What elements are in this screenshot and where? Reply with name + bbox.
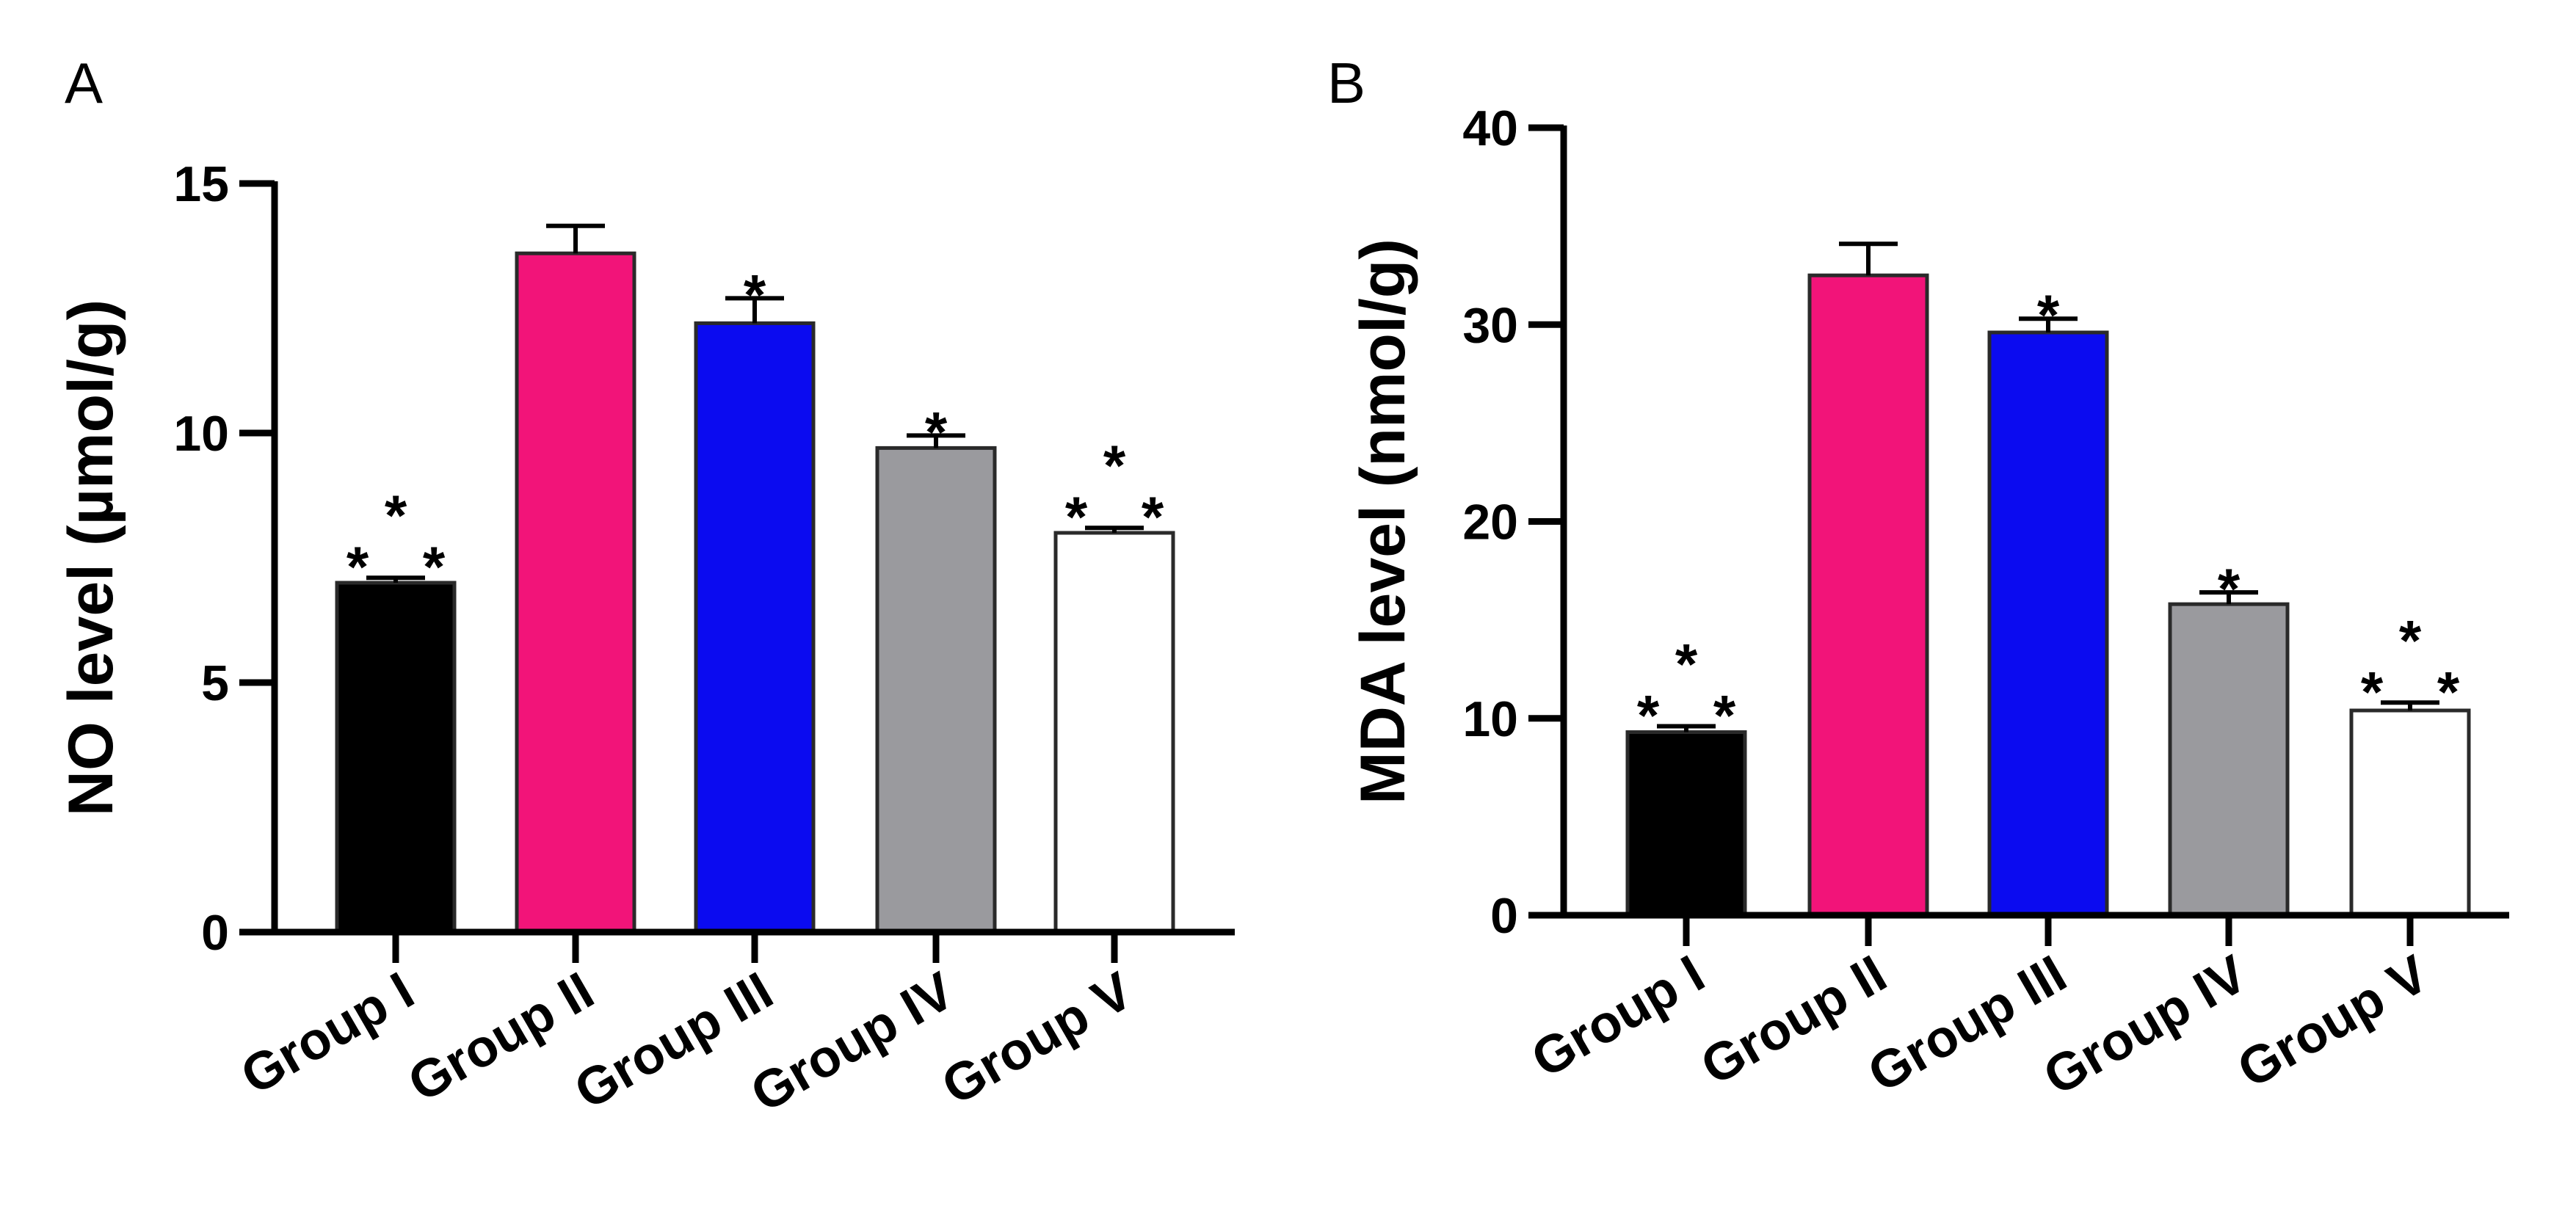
significance-label-5: *** — [2361, 608, 2460, 724]
significance-label-3: * — [2037, 283, 2060, 347]
y-axis-label: NO level (µmol/g) — [56, 299, 126, 816]
x-tick-label-3: Group III — [565, 961, 783, 1121]
significance-label-3: * — [744, 262, 766, 327]
y-tick-label-0: 0 — [201, 905, 229, 961]
significance-label-4: * — [925, 399, 948, 464]
y-tick-label-3: 30 — [1462, 297, 1518, 353]
significance-label-5: *** — [1065, 433, 1164, 549]
x-tick-label-5: Group V — [2228, 945, 2438, 1099]
panel-letter: A — [65, 51, 103, 115]
x-tick-label-2: Group II — [1691, 945, 1896, 1097]
bar-1 — [1625, 730, 1747, 917]
y-axis-label: MDA level (nmol/g) — [1348, 239, 1418, 804]
bar-5 — [1053, 531, 1175, 934]
bar-2 — [515, 251, 636, 934]
y-tick-label-3: 15 — [173, 156, 229, 212]
y-tick-label-4: 40 — [1462, 101, 1518, 156]
significance-label-4: * — [2218, 556, 2241, 621]
bar-3 — [1987, 330, 2109, 917]
x-tick-label-2: Group II — [399, 961, 603, 1113]
y-tick-label-0: 0 — [1490, 888, 1518, 944]
x-tick-label-1: Group I — [231, 961, 424, 1106]
bar-3 — [694, 321, 816, 934]
significance-label-1: *** — [347, 483, 446, 599]
x-tick-label-5: Group V — [932, 961, 1142, 1116]
significance-label-1: *** — [1637, 631, 1736, 747]
bar-1 — [335, 581, 457, 934]
y-tick-label-2: 20 — [1462, 495, 1518, 550]
x-tick-label-4: Group IV — [2034, 945, 2257, 1107]
panel-letter: B — [1327, 51, 1365, 115]
bar-4 — [875, 446, 997, 934]
x-tick-label-4: Group IV — [741, 961, 964, 1124]
x-tick-label-3: Group III — [1859, 945, 2076, 1104]
bar-5 — [2349, 708, 2471, 917]
x-tick-label-1: Group I — [1522, 945, 1714, 1089]
y-tick-label-2: 10 — [173, 406, 229, 462]
bar-2 — [1807, 273, 1929, 917]
bar-4 — [2168, 602, 2290, 917]
y-tick-label-1: 10 — [1462, 691, 1518, 747]
y-tick-label-1: 5 — [201, 655, 229, 711]
